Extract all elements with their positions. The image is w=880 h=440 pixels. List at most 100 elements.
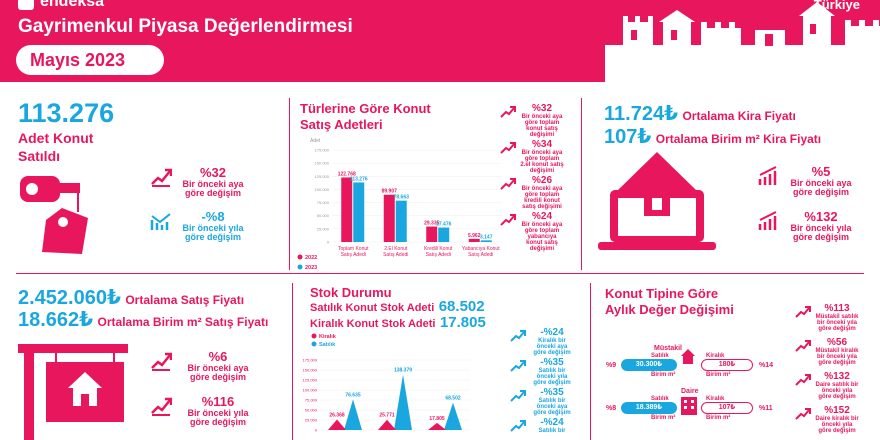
bar: [353, 182, 365, 242]
change-note: -%35 Satılık bir önceki yıla göre değişim: [510, 358, 574, 386]
y-tick-label: 100.000: [303, 388, 318, 393]
caption: Bir önceki yıla: [187, 407, 249, 418]
mustakil-sale-value: 30.300₺: [621, 359, 677, 371]
brand-name: endeksa: [40, 0, 105, 10]
change-note: %24 Bir önceki aya göre toplam yabancıya …: [500, 212, 564, 252]
type-change-title-1: Konut Tipine Göre: [605, 286, 719, 301]
mustakil-left-pct: %9: [606, 362, 617, 369]
key-icon: [20, 176, 88, 254]
trend-up-icon: [500, 178, 516, 190]
x-tick-label: Toplam Konut: [338, 246, 369, 252]
avg-price-row: 2.452.060₺ Ortalama Satış Fiyatı: [18, 285, 244, 310]
mustakil-rent-value: 180₺: [701, 359, 753, 371]
note-pct: -%24: [540, 327, 564, 338]
y-tick-label: 0: [315, 428, 318, 433]
note-caption: Bir önceki aya göre toplam kredili konut…: [521, 186, 563, 210]
caption: göre değişim: [189, 372, 246, 383]
trend-down-icon: [150, 213, 171, 230]
period-badge: Mayıs 2023: [16, 45, 164, 75]
bar: [395, 200, 407, 242]
area-peak: [394, 374, 412, 430]
daire-sale-value: 18.389₺: [621, 402, 677, 414]
bar: [468, 238, 480, 242]
legend-marker: [311, 333, 317, 339]
bar-value-label: 113.276: [350, 176, 368, 182]
y-axis-label: Adet: [310, 138, 321, 144]
y-tick-label: 175.000: [303, 358, 318, 363]
stock-sale-row: Satılık Konut Stok Adeti 68.502: [310, 298, 485, 316]
legend-marker: [297, 264, 303, 270]
sales-monthly-pct: %32: [199, 165, 227, 180]
avg-rent-row: 11.724₺ Ortalama Kira Fiyatı: [604, 101, 796, 126]
bar-value-label: 122.768: [338, 171, 356, 177]
legend-label: 2023: [305, 265, 317, 271]
types-bar-chart: Adet 175.000 150.000 125.000 100.000 75.000 50…: [297, 138, 502, 271]
unit-price-value: 18.662₺: [18, 309, 94, 331]
rent-monthly-change: %5 Bir önceki aya göre değişim: [758, 165, 856, 198]
note-pct: %34: [531, 139, 552, 150]
trend-up-icon: [795, 408, 811, 420]
avg-rent-label: Ortalama Kira Fiyatı: [682, 109, 796, 123]
bar: [426, 226, 438, 242]
type-change-title-2: Aylık Değer Değişimi: [605, 302, 734, 317]
sales-yearly-change: -%8 Bir önceki yıla göre değişim: [150, 210, 248, 243]
caption: göre değişim: [184, 232, 241, 243]
bar-value-label: 89.907: [382, 189, 398, 195]
change-note: %56 Müstakil kiralık bir önceki yıla göre…: [795, 338, 859, 366]
section-divider: [590, 283, 591, 440]
note-caption: Bir önceki aya göre toplam konut satış d…: [521, 114, 563, 138]
unit-rent-value: 107₺: [604, 126, 652, 148]
sales-label-1: Adet Konut: [18, 130, 94, 146]
note-pct: -%24: [540, 417, 564, 428]
y-tick-label: 50.000: [317, 213, 330, 218]
y-tick-label: 75.000: [317, 200, 330, 205]
caption: Bir önceki yıla: [790, 222, 852, 233]
note-pct: %26: [531, 175, 552, 186]
y-tick-label: 150.000: [315, 161, 330, 166]
unit-price-label: Ortalama Birim m² Satış Fiyatı: [97, 315, 269, 329]
change-note: %34 Bir önceki aya göre toplam 2.el konut…: [500, 140, 564, 174]
x-tick-label: Satış Adedi: [383, 252, 408, 258]
x-tick-label: Satış Adedi: [341, 252, 366, 258]
note-pct: %132: [824, 371, 850, 382]
page-title: Gayrimenkul Piyasa Değerlendirmesi: [18, 16, 353, 37]
daire-right-pct: %11: [759, 405, 773, 412]
caption: göre değişim: [792, 187, 849, 198]
stock-area-chart: 175.000 150.000 125.000 100.000 75.000 50.000…: [303, 333, 470, 433]
trend-up-icon: [510, 420, 526, 432]
note-caption: Satılık bir önceki yıla göre değişim: [533, 368, 571, 386]
note-pct: -%35: [540, 387, 564, 398]
unit-price-row: 18.662₺ Ortalama Birim m² Satış Fiyatı: [18, 307, 268, 332]
mustakil-rent-unit: Birim m²: [706, 372, 731, 378]
trend-up-icon: [510, 360, 526, 372]
y-tick-label: 100.000: [315, 187, 330, 192]
note-pct: %24: [531, 211, 552, 222]
note-caption: Müstakil satılık bir önceki yıla göre de…: [815, 314, 859, 332]
avg-rent-value: 11.724₺: [604, 103, 678, 125]
stock-rent-row: Kiralık Konut Stok Adeti 17.805: [310, 314, 486, 332]
bar: [383, 194, 395, 242]
area-peak: [378, 419, 396, 430]
legend-label: 2022: [305, 255, 317, 261]
change-note: %113 Müstakil satılık bir önceki yıla gör…: [795, 304, 859, 332]
trend-up-icon: [795, 306, 811, 318]
bar: [341, 177, 353, 242]
rent-yearly-change: %132 Bir önceki yıla göre değişim: [758, 210, 856, 243]
note-pct: %152: [824, 405, 850, 416]
sales-yearly-pct: -%8: [201, 209, 225, 224]
daire-sale-label: Satılık: [651, 396, 669, 402]
sales-count: 113.276: [18, 98, 115, 128]
area-peak: [428, 422, 446, 430]
change-note: %132 Daire satılık bir önceki yıla göre d…: [795, 372, 859, 400]
daire-left-pct: %8: [606, 405, 617, 412]
note-caption: Satılık bir önceki aya göre değişim: [533, 398, 571, 416]
area-peak: [328, 419, 346, 430]
change-note: %32 Bir önceki aya göre toplam konut satı…: [500, 104, 564, 138]
legend-label: Kiralık: [319, 334, 337, 340]
rent-monthly-pct: %5: [811, 164, 831, 179]
note-caption: Bir önceki aya göre toplam 2.el konut sa…: [520, 150, 564, 174]
trend-up-icon: [758, 211, 777, 230]
peak-value-label: 76.635: [345, 392, 361, 398]
y-tick-label: 75.000: [305, 398, 318, 403]
peak-value-label: 17.805: [429, 416, 445, 422]
